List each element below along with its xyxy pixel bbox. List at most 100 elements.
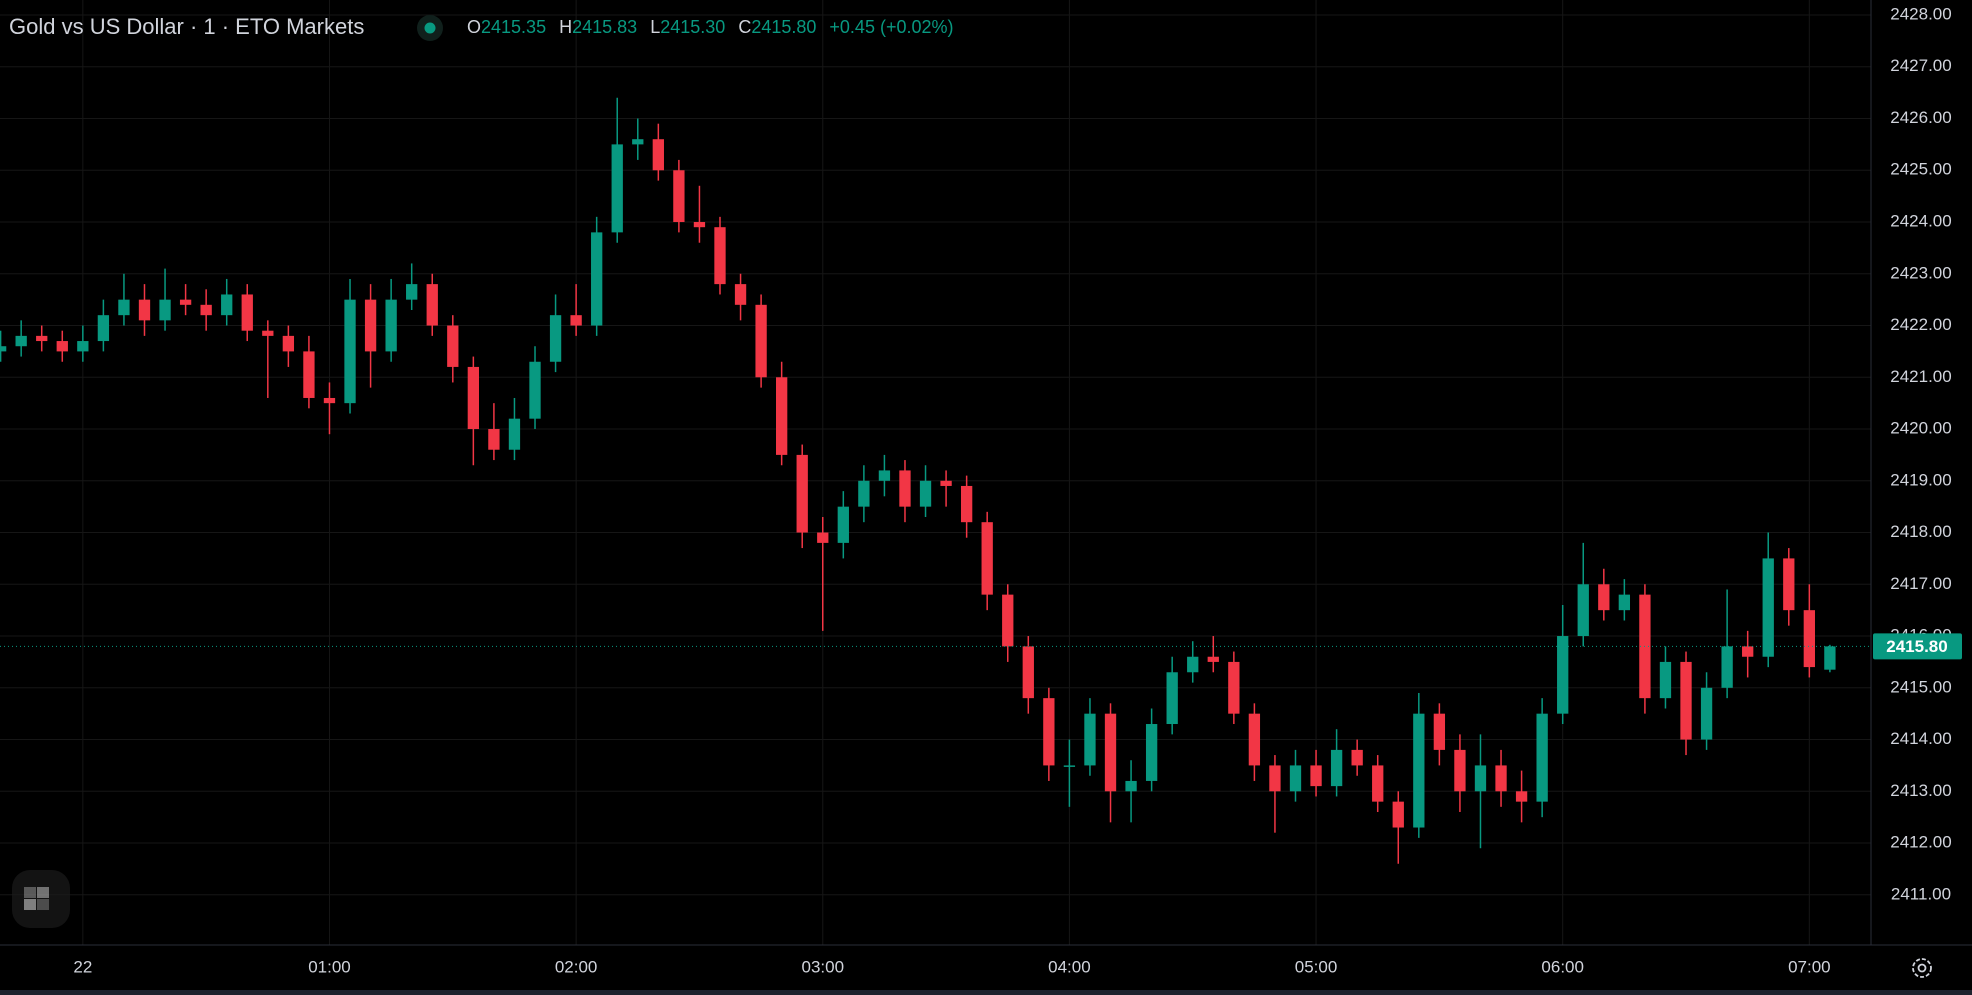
candle-body (1207, 656, 1219, 662)
gear-center[interactable] (1917, 963, 1927, 973)
candle-body (1228, 661, 1240, 714)
y-tick-label: 2422.00 (1890, 315, 1951, 334)
x-tick-label: 05:00 (1295, 957, 1338, 976)
candle-body (817, 532, 829, 543)
candle-body (1392, 801, 1404, 828)
candle-body (1557, 636, 1569, 714)
candle-body (940, 480, 952, 486)
logo-pixel (24, 899, 36, 910)
candle-body (118, 299, 130, 316)
logo-pixel (37, 887, 49, 898)
label: O (467, 17, 481, 37)
candle-body (1043, 698, 1055, 766)
label: C (738, 17, 751, 37)
candle-body (1474, 765, 1487, 792)
candle-body (303, 351, 315, 398)
settings-button[interactable] (1912, 958, 1932, 978)
logo-pixel (24, 887, 36, 898)
candle-body (1063, 765, 1076, 767)
candle-body (77, 341, 89, 352)
x-tick-label: 03:00 (801, 957, 844, 976)
y-tick-label: 2421.00 (1890, 367, 1951, 386)
candle-body (221, 294, 233, 316)
candle-body (1700, 687, 1713, 740)
y-tick-label: 2428.00 (1890, 4, 1951, 23)
candle-body (837, 506, 849, 543)
candle-body (1659, 661, 1672, 699)
candle-body (673, 170, 685, 223)
candle-body (1330, 749, 1343, 787)
y-tick-label: 2425.00 (1890, 160, 1951, 179)
symbol-title[interactable]: Gold vs US Dollar · 1 · ETO Markets (9, 14, 364, 39)
y-tick-label: 2424.00 (1890, 212, 1951, 231)
gear[interactable] (1912, 958, 1932, 978)
candle-body (200, 304, 212, 316)
candle-body (1598, 584, 1610, 611)
candle-body (1515, 791, 1528, 802)
y-tick-label: 2417.00 (1890, 574, 1951, 593)
candle-body (385, 299, 397, 352)
x-tick-label: 04:00 (1048, 957, 1091, 976)
ohlc-legend: O2415.35 H2415.83 L2415.30 C2415.80 +0.4… (467, 17, 954, 37)
logo (12, 870, 70, 928)
candle-body (693, 222, 706, 228)
candle-body (508, 418, 521, 450)
candle-body (159, 299, 171, 321)
candle-body (1310, 765, 1322, 787)
candle-body (1248, 713, 1261, 766)
status-dot (424, 22, 436, 34)
candle-body (1577, 584, 1589, 637)
y-tick-label: 2415.00 (1890, 677, 1951, 696)
y-tick-label: 2414.00 (1890, 729, 1951, 748)
candle-body (1495, 765, 1507, 792)
candle-body (714, 227, 726, 285)
x-tick-label: 07:00 (1788, 957, 1831, 976)
candle-body (1351, 749, 1363, 766)
x-tick-label: 22 (73, 957, 92, 976)
y-tick-label: 2426.00 (1890, 108, 1951, 127)
candle-body (1166, 672, 1178, 725)
y-tick-label: 2413.00 (1890, 781, 1951, 800)
value: 2415.83 (572, 17, 637, 37)
candle-body (488, 429, 500, 450)
candle-body (1680, 661, 1692, 740)
candle-body (1803, 610, 1815, 668)
candle-body (1433, 713, 1446, 750)
candle-body (97, 315, 110, 342)
candle-body (138, 299, 151, 321)
value: 2415.35 (481, 17, 546, 37)
candle-body (1084, 713, 1096, 766)
candle-body (611, 144, 623, 233)
candle-body (406, 284, 418, 300)
candle-body (1413, 713, 1425, 828)
label: L (650, 17, 660, 37)
label: H (559, 17, 572, 37)
candle-body (960, 485, 973, 523)
candle-body (755, 304, 767, 378)
axes: 2411.002412.002413.002414.002415.002416.… (73, 4, 1962, 976)
candle-body (1454, 749, 1466, 792)
value: 2415.80 (751, 17, 816, 37)
candle-body (179, 299, 192, 305)
candle-body (1721, 646, 1733, 688)
candle-body (323, 397, 336, 404)
y-tick-label: 2423.00 (1890, 263, 1951, 282)
candle-body (15, 335, 27, 347)
candle-body (981, 522, 993, 595)
candle-body (1536, 713, 1548, 802)
candle-body (549, 315, 562, 362)
candle-body (570, 315, 582, 326)
candle-body (262, 330, 274, 336)
candle-body (36, 335, 48, 342)
candle-body (1104, 713, 1117, 792)
candle-body (529, 361, 541, 419)
price-tag-label: 2415.80 (1886, 637, 1947, 656)
candle-body (1269, 765, 1281, 792)
candle-body (1618, 594, 1631, 611)
y-tick-label: 2411.00 (1891, 884, 1951, 903)
price-tag (1873, 633, 1962, 660)
y-tick-label: 2418.00 (1890, 522, 1951, 541)
change: +0.45 (+0.02%) (829, 17, 953, 37)
y-tick-label: 2420.00 (1890, 419, 1951, 438)
